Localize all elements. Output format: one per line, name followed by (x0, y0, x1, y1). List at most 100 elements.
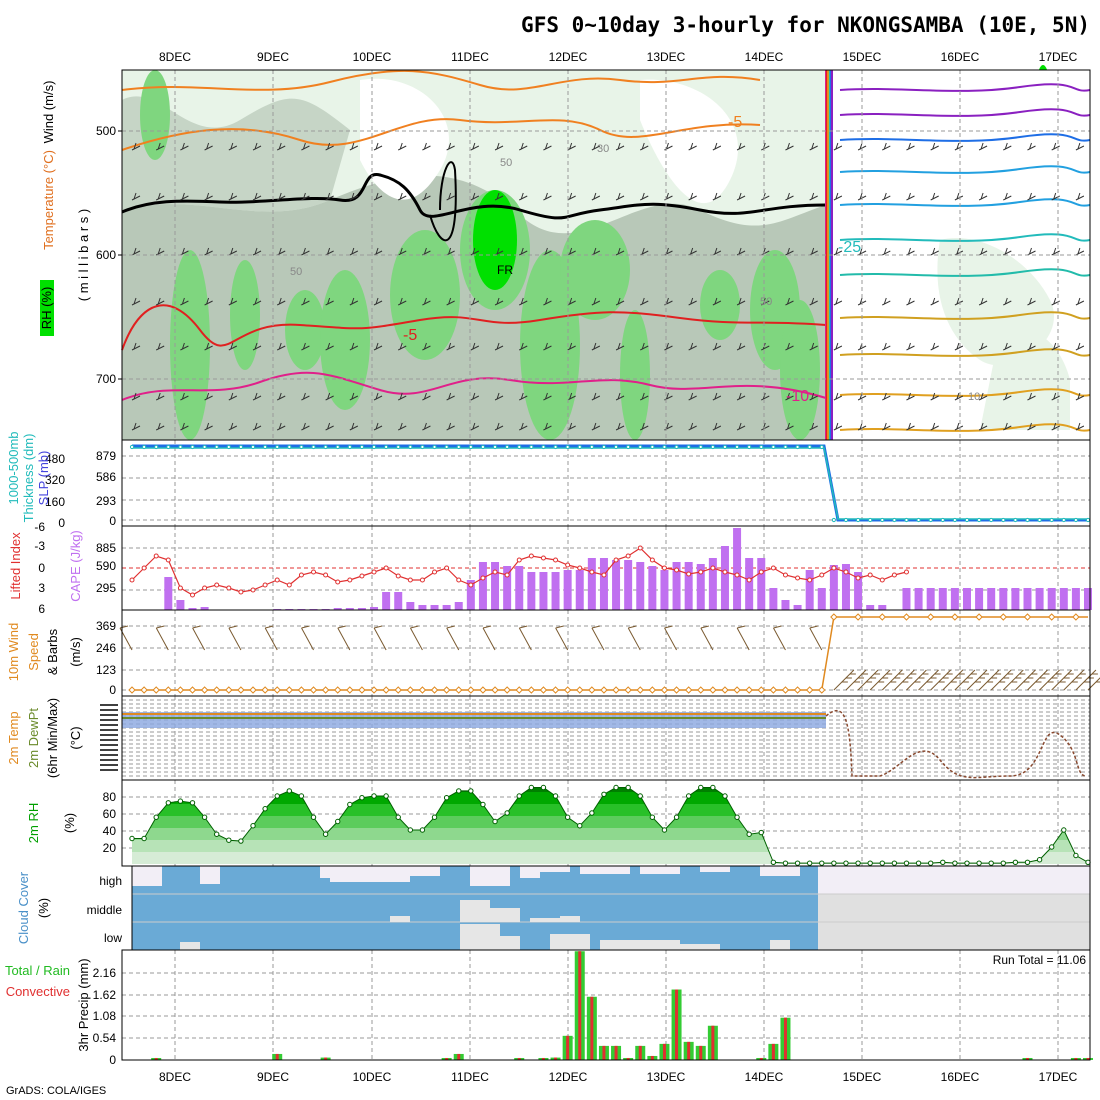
cape-bar (962, 588, 971, 610)
wind-barb (180, 392, 189, 401)
wind-barb (736, 247, 746, 256)
wind-barb (809, 297, 818, 306)
cloud-ylabel-1: Cloud Cover (16, 871, 31, 944)
wind-barb (494, 422, 504, 431)
wind-barb (276, 342, 286, 351)
precip-convective-bar (566, 1035, 570, 1060)
cape-bar (394, 592, 403, 610)
wind10-barb (155, 625, 169, 651)
li-tick: 6 (38, 602, 45, 616)
date-label: 16DEC (941, 50, 980, 64)
lifted-index-point (323, 572, 329, 578)
wind10-barb (990, 669, 1014, 691)
wind-barb (1051, 142, 1060, 151)
lifted-index-point (553, 557, 559, 563)
label-30: 30 (597, 143, 609, 155)
wind-barb (640, 142, 649, 151)
wind-barb (543, 342, 552, 351)
thickness-point (347, 444, 352, 450)
wind10-point (152, 686, 160, 694)
wind-barb (131, 247, 141, 256)
cloud-low-gap (680, 944, 720, 950)
precip-convective-bar (1074, 1057, 1078, 1060)
wind-barb (567, 297, 576, 306)
wind-barb (349, 422, 359, 431)
wind10-barb (591, 625, 605, 651)
freezing-level (121, 173, 827, 220)
rh2m-point (468, 788, 474, 794)
wind-barb (252, 297, 262, 306)
date-label: 13DEC (647, 1070, 686, 1084)
cape-bar (345, 608, 354, 610)
wind-barb (1051, 392, 1060, 401)
precip-convective-bar (457, 1053, 461, 1060)
wind-barb (688, 422, 697, 431)
wind-barb (155, 392, 165, 401)
thickness-point (238, 444, 244, 450)
wind-barb (785, 192, 794, 201)
thickness-point (868, 517, 873, 523)
cape-bar (938, 588, 947, 610)
thickness-point (396, 444, 401, 450)
wind10-barb (228, 625, 242, 651)
wind-barb (373, 192, 383, 201)
precip-convective-bar (324, 1057, 328, 1060)
wind10-point (334, 686, 342, 694)
rh2m-point (577, 823, 583, 829)
lifted-index-point (274, 577, 280, 583)
thickness-point (505, 444, 510, 450)
cape-bar (551, 572, 560, 610)
wind-barb (422, 142, 431, 151)
wind-barb (155, 247, 165, 256)
wind10-point (818, 686, 826, 694)
wind10-point (1072, 613, 1080, 621)
wind-barb (809, 392, 818, 401)
wind10-point (672, 686, 681, 694)
wind-barb (131, 142, 141, 151)
wind-barb (494, 192, 504, 201)
wind-barb (640, 297, 649, 306)
thickness-point (263, 444, 268, 450)
cape-bar (926, 588, 935, 610)
precip-convective-bar (687, 1041, 691, 1060)
rh2m-point (395, 814, 401, 820)
rh2m-point (456, 788, 462, 794)
wind-barb (180, 342, 189, 351)
rh2m-point (976, 860, 982, 866)
lifted-index-point (674, 567, 680, 573)
slp-ylabel-slp: SLP (mb) (36, 451, 51, 506)
rh-shading (122, 65, 1090, 440)
thickness-tick: 480 (45, 452, 65, 466)
lifted-index-point (613, 557, 619, 563)
wind-barb (155, 342, 165, 351)
cape-bar (478, 562, 487, 610)
isotherm-right (839, 268, 1091, 277)
wind-barb (519, 247, 528, 256)
wind-barb (1051, 247, 1060, 256)
wind-barb (567, 142, 576, 151)
wind10-point (745, 686, 753, 694)
wind10-point (479, 686, 487, 694)
cloud-high-gap (330, 866, 410, 882)
wind-barb (640, 192, 649, 201)
wind-barb (155, 192, 165, 201)
thickness-point (166, 444, 171, 450)
wind10-barb (809, 625, 823, 651)
lifted-index-point (286, 582, 292, 588)
wind-barb (301, 192, 310, 201)
precip-convective-bar (699, 1045, 703, 1060)
lifted-index-point (190, 592, 196, 598)
rh2m-point (1061, 827, 1067, 833)
rh2m-point (1000, 860, 1006, 866)
wind-barb (276, 192, 286, 201)
wind-barb (591, 392, 601, 401)
wind10-tick: 369 (96, 619, 116, 633)
thickness-point (626, 444, 631, 450)
wind10-point (854, 613, 862, 621)
wind10-barb (664, 625, 677, 651)
thickness-point (855, 517, 861, 523)
isotherm-orange (121, 69, 761, 91)
thickness-point (468, 444, 473, 450)
rh-green-patch (620, 310, 650, 440)
wind-barb (978, 247, 988, 256)
